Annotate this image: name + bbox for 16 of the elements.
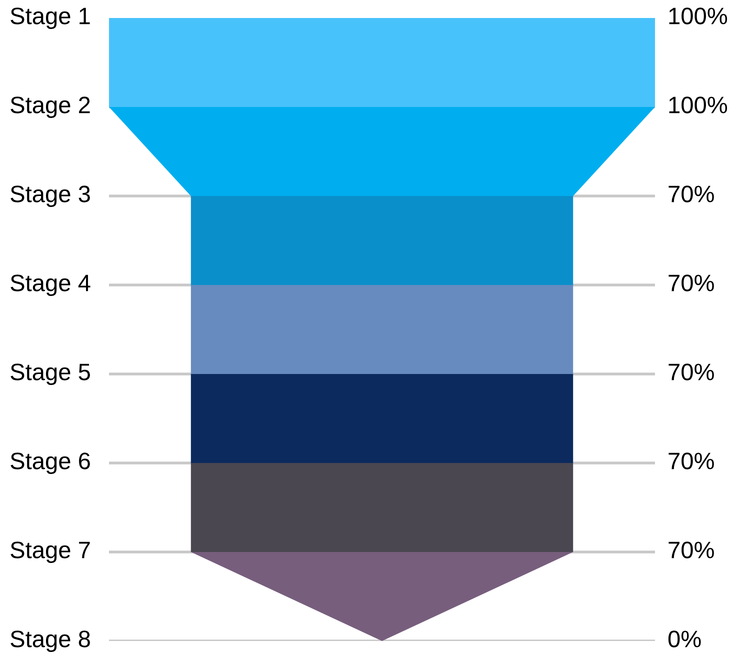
- data-label: 70%: [668, 364, 714, 380]
- data-label: 70%: [668, 452, 714, 470]
- category-label: Stage 3: [10, 186, 90, 208]
- data-label: 70%: [668, 186, 714, 202]
- category-label: Stage 5: [10, 364, 90, 386]
- category-label: Stage 4: [10, 274, 90, 296]
- category-label: Stage 6: [10, 452, 90, 474]
- category-label: Stage 2: [10, 96, 90, 118]
- data-label: 0%: [668, 630, 701, 648]
- data-label: 70%: [668, 274, 714, 292]
- category-label: Stage 7: [10, 542, 90, 564]
- category-label: Stage 1: [10, 8, 90, 30]
- category-label: Stage 8: [10, 630, 90, 652]
- data-label: 100%: [669, 96, 728, 114]
- data-label: 100%: [669, 8, 728, 24]
- data-label: 70%: [668, 542, 714, 558]
